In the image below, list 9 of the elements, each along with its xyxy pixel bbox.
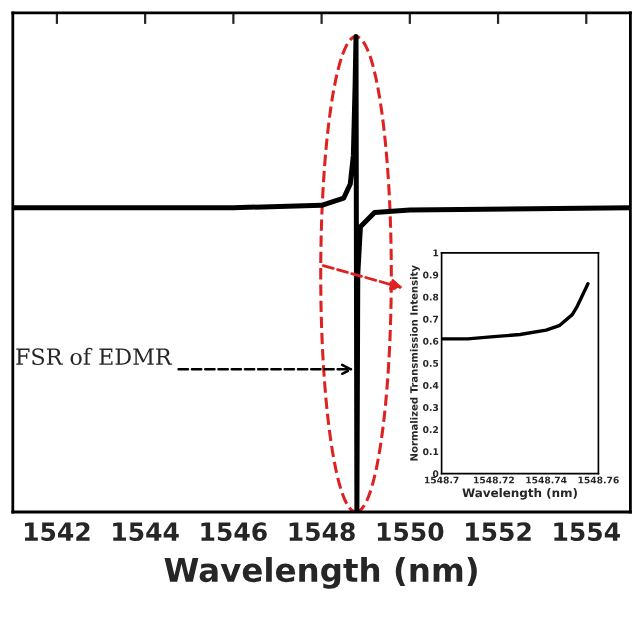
x-axis-title: Wavelength (nm) xyxy=(164,557,477,589)
x-tick-label: 1552 xyxy=(466,522,531,542)
x-tick-label: 1544 xyxy=(113,522,179,542)
x-tick-label: 1542 xyxy=(24,522,90,542)
annotation: FSR of EDMR xyxy=(16,347,173,366)
x-tick-label: 1554 xyxy=(554,522,620,542)
x-tick-label: 1550 xyxy=(377,522,444,542)
x-tick-label: 1546 xyxy=(201,522,267,542)
x-tick-label: 1548 xyxy=(289,522,355,542)
